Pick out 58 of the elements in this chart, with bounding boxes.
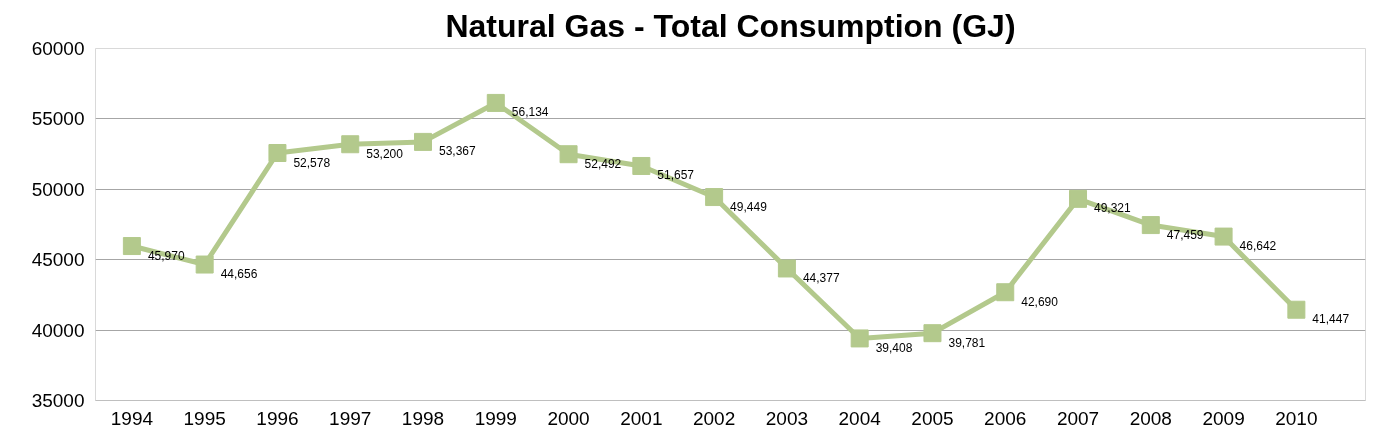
data-label: 49,321: [1094, 201, 1132, 216]
x-tick-label: 1994: [110, 407, 154, 429]
x-tick-label: 2005: [911, 407, 954, 429]
x-tick-label: 2010: [1275, 407, 1318, 429]
y-tick-label: 35000: [31, 390, 85, 411]
chart-title: Natural Gas - Total Consumption (GJ): [445, 7, 1016, 44]
data-label: 52,578: [293, 155, 331, 170]
y-tick-label: 45000: [31, 249, 85, 271]
point: [996, 283, 1015, 302]
data-label: 45,970: [147, 248, 185, 263]
point: [268, 144, 287, 162]
x-tick-label: 2006: [984, 407, 1027, 429]
x-tick-label: 1995: [183, 407, 226, 429]
data-label: 53,367: [439, 144, 477, 159]
point: [122, 237, 141, 256]
data-label: 53,200: [366, 146, 404, 161]
point: [559, 145, 578, 164]
y-tick-label: 60000: [31, 38, 85, 59]
y-tick-label: 50000: [31, 178, 85, 200]
point: [341, 135, 360, 154]
data-label: 46,642: [1239, 239, 1277, 254]
x-tick-label: 1996: [256, 407, 299, 429]
point: [923, 324, 942, 343]
point: [1069, 189, 1088, 208]
point: [1214, 227, 1233, 246]
point: [1141, 216, 1160, 235]
x-tick-label: 1997: [329, 407, 372, 429]
x-tick-label: 2003: [765, 407, 809, 429]
x-tick-label: 1998: [401, 407, 445, 429]
data-label: 56,134: [511, 105, 549, 120]
y-tick-label: 40000: [31, 319, 85, 341]
x-tick-label: 2009: [1202, 407, 1245, 429]
point: [195, 255, 214, 274]
data-label: 39,781: [948, 335, 986, 350]
data-label: 41,447: [1312, 312, 1350, 327]
y-tick-label: 55000: [31, 108, 85, 130]
data-label: 51,657: [657, 168, 695, 183]
data-label: 52,492: [584, 156, 622, 171]
point: [1287, 300, 1306, 319]
x-tick-label: 2007: [1056, 407, 1100, 429]
x-tick-label: 2001: [620, 407, 663, 429]
x-tick-label: 2002: [692, 407, 736, 429]
point: [486, 93, 505, 112]
point: [414, 132, 433, 151]
point: [777, 259, 796, 278]
point: [705, 188, 724, 207]
data-label: 44,656: [220, 267, 258, 282]
x-tick-label: 2004: [838, 407, 882, 429]
point: [850, 329, 869, 348]
data-label: 47,459: [1166, 227, 1204, 242]
data-label: 44,377: [802, 270, 840, 285]
data-label: 42,690: [1021, 294, 1059, 309]
x-tick-label: 2008: [1129, 407, 1172, 429]
point: [632, 156, 651, 175]
x-tick-label: 2000: [547, 407, 590, 429]
data-label: 49,449: [730, 199, 768, 214]
data-label: 39,408: [875, 340, 913, 355]
x-tick-label: 1999: [474, 407, 517, 429]
